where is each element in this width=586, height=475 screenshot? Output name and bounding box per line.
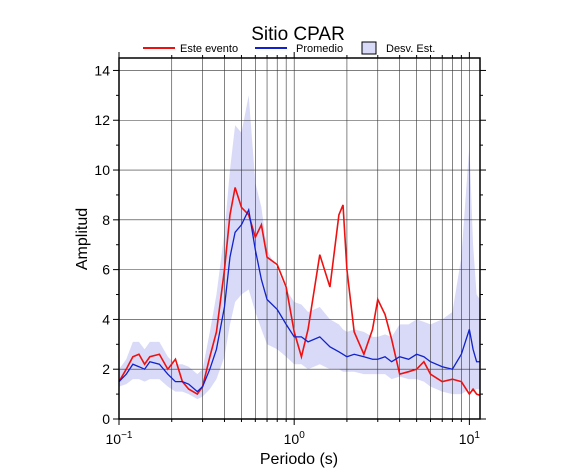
x-tick-exponent: 0 [299,430,305,441]
x-tick-base: 10 [284,431,300,447]
x-tick-base: 10 [106,431,122,447]
x-tick-exponent: −1 [121,430,133,441]
legend-label: Desv. Est. [386,43,435,55]
x-tick-base: 10 [459,431,475,447]
y-axis-label: Amplitud [74,208,91,270]
series-line [118,187,481,397]
x-axis-label: Periodo (s) [260,451,338,468]
x-tick-label: 10−1 [106,430,133,447]
x-tick-exponent: 1 [474,430,480,441]
y-tick-label: 8 [102,212,110,228]
std-band [119,95,480,400]
legend-label: Promedio [296,43,343,55]
plot-frame [118,57,481,420]
legend-swatch [361,41,377,55]
y-tick-label: 10 [94,162,110,178]
y-tick-label: 0 [102,411,110,427]
y-tick-label: 6 [102,262,110,278]
y-tick-label: 2 [102,361,110,377]
x-tick-label: 100 [284,430,306,447]
y-tick-label: 14 [94,62,110,78]
y-tick-label: 12 [94,112,110,128]
chart-title: Sitio CPAR [251,24,345,45]
series-line [118,207,480,393]
y-tick-label: 4 [102,311,110,327]
x-tick-label: 101 [459,430,481,447]
legend-label: Este evento [180,43,238,55]
